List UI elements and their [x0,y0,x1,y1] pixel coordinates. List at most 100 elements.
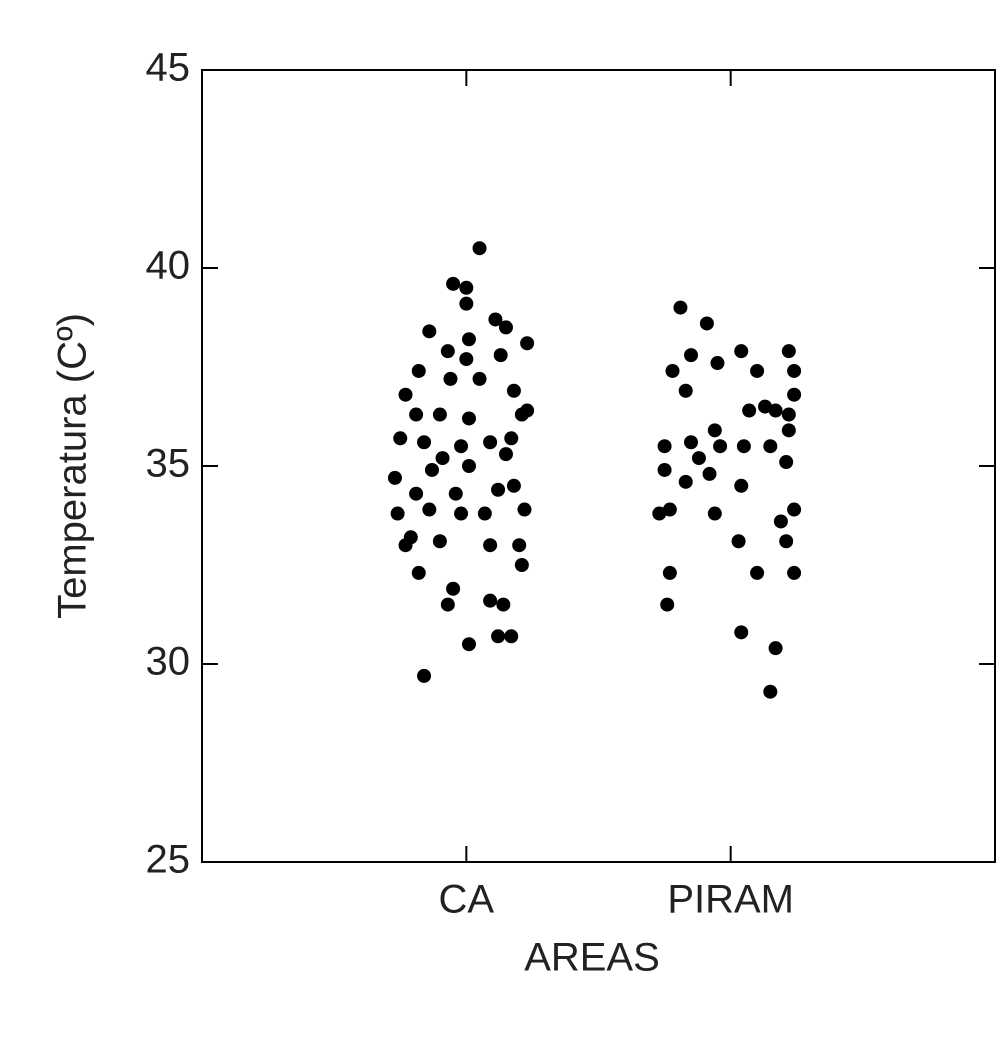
point [734,625,749,640]
point [461,411,476,426]
point [678,383,693,398]
point [496,597,511,612]
point [454,439,469,454]
point [459,280,474,295]
point [409,486,424,501]
point [459,296,474,311]
point [514,558,529,572]
point [657,439,672,454]
point [779,455,794,470]
point [657,462,672,477]
point [504,431,519,446]
point [660,597,675,612]
point [472,241,487,256]
point [758,399,773,414]
point [684,348,699,363]
point [684,435,699,450]
point [773,514,788,529]
point [422,502,437,517]
point [707,423,722,438]
point [491,629,506,644]
point [662,565,677,580]
point [742,403,757,418]
y-tick-label: 40 [146,244,191,288]
point [448,486,463,501]
point [483,593,498,608]
point [403,530,418,545]
point [520,336,535,351]
point [472,371,487,386]
point [662,502,677,517]
point [779,534,794,549]
point [713,439,728,454]
point [422,324,437,339]
point [459,352,474,367]
point [731,534,746,549]
point [768,641,783,656]
x-tick-label: PIRAM [667,878,794,922]
point [387,470,402,485]
y-tick-label: 35 [146,442,191,486]
plot-frame [201,69,996,863]
point [512,538,527,553]
point [432,534,447,549]
point [440,597,455,612]
point [707,506,722,521]
point [493,348,508,363]
point [665,363,680,378]
point [787,363,802,378]
point [461,332,476,347]
point [691,451,706,466]
point [781,407,796,422]
point [424,462,439,477]
point [491,482,506,497]
point [699,316,714,331]
x-axis-label: AREAS [524,936,660,980]
point [446,276,461,291]
point [652,506,667,521]
point [417,435,432,450]
point [787,387,802,402]
point [443,371,458,386]
y-tick-label: 30 [146,640,191,684]
point [678,474,693,489]
x-tick-label: CA [439,878,495,922]
point [736,439,751,454]
point [768,403,783,418]
point [461,459,476,473]
point [483,435,498,450]
point [411,565,426,580]
point [763,439,778,454]
point [440,344,455,359]
point [435,451,450,466]
y-axis-label: Temperatura (Cº) [51,313,95,619]
point [702,466,717,481]
point [409,407,424,422]
point [477,506,492,521]
point [763,684,778,699]
point [734,344,749,359]
point [673,300,688,315]
point [504,629,519,644]
point [498,320,513,335]
point [710,356,725,371]
point [750,565,765,580]
point [506,383,521,398]
point [787,502,802,517]
point [411,363,426,378]
point [432,407,447,422]
point [520,403,535,418]
point [393,431,408,446]
point [781,423,796,438]
y-tick-label: 25 [146,838,191,882]
point [417,668,432,683]
point [390,506,405,521]
point [488,312,503,327]
point [498,447,513,462]
point [446,581,461,596]
point [506,478,521,493]
point [781,344,796,359]
point [483,538,498,553]
point [787,565,802,580]
